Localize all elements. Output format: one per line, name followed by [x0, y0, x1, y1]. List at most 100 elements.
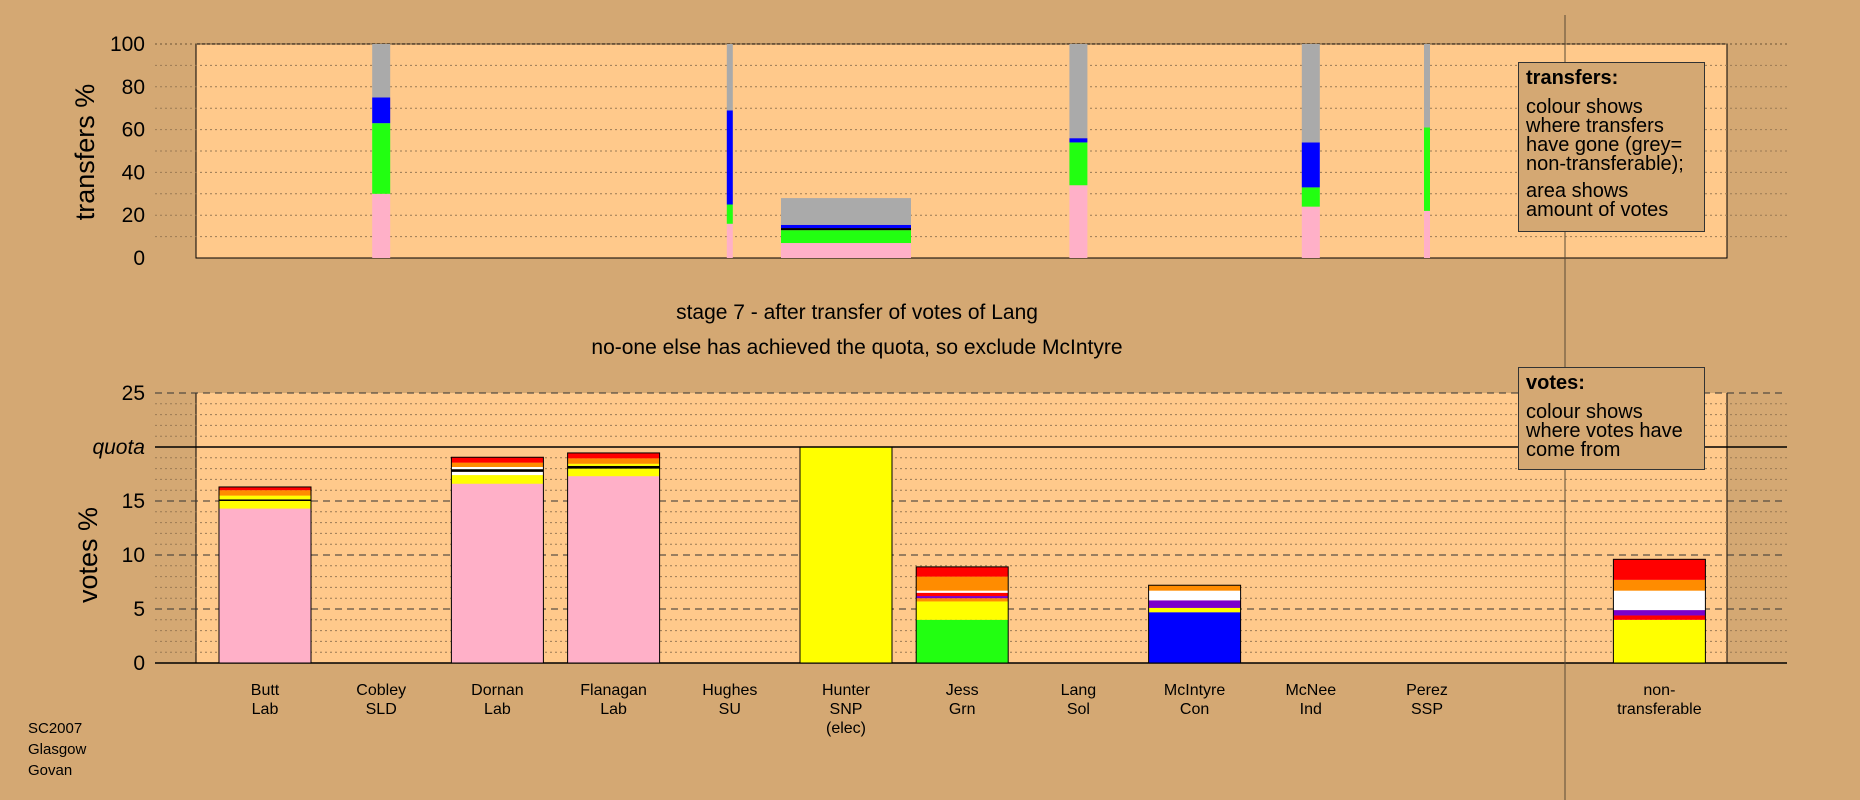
vote-segment	[451, 469, 544, 472]
candidate-name: Butt	[251, 682, 280, 699]
transfers-tick-label: 0	[133, 247, 145, 270]
candidate-party: Lab	[484, 701, 511, 718]
vote-segment	[567, 476, 660, 663]
transfers-legend: transfers: colour shows where transfers …	[1518, 62, 1705, 232]
chart-labels: stage 7 - after transfer of votes of Lan…	[70, 84, 1123, 603]
candidate-name: Jess	[946, 682, 979, 699]
transfers-tick-label: 20	[122, 204, 145, 227]
votes-tick-label: 10	[122, 544, 145, 567]
vote-segment	[567, 463, 660, 466]
transfer-segment	[781, 228, 911, 231]
transfer-segment	[1301, 44, 1320, 143]
transfer-segment	[1069, 138, 1088, 143]
candidate-party: SU	[719, 701, 741, 718]
candidate-name: Perez	[1406, 682, 1448, 699]
votes-legend-text: colour shows where votes have come from	[1526, 401, 1683, 461]
vote-segment	[1613, 610, 1706, 616]
votes-tick-label: 25	[122, 382, 145, 405]
vote-segment	[916, 596, 1009, 599]
vote-segment	[1613, 559, 1706, 580]
vote-bar-outline	[1612, 558, 1706, 664]
vote-segment	[451, 466, 544, 470]
stage-subtitle: no-one else has achieved the quota, so e…	[591, 336, 1122, 359]
vote-segment	[800, 447, 892, 663]
candidate-note: (elec)	[826, 720, 866, 737]
transfer-segment	[781, 224, 911, 229]
vote-segment	[219, 499, 311, 501]
vote-segment	[451, 462, 544, 467]
vote-segment	[1613, 590, 1706, 611]
vote-segment	[1148, 585, 1241, 591]
candidate-party: Sol	[1067, 701, 1090, 718]
transfer-segment	[1069, 142, 1088, 186]
candidate-party: SLD	[366, 701, 397, 718]
vote-segment	[451, 471, 544, 476]
vote-bar-outline	[450, 456, 544, 664]
transfer-segment	[372, 44, 391, 98]
vote-segment	[1613, 615, 1706, 620]
transfers-chart: 0 20 40 60 80 100	[110, 33, 1787, 270]
vote-segment	[219, 486, 311, 491]
transfer-segment	[1301, 142, 1320, 188]
vote-segment	[1613, 579, 1706, 591]
vote-segment	[567, 468, 660, 477]
votes-tick-label: 0	[133, 652, 145, 675]
transfer-segment	[1069, 185, 1088, 258]
transfers-tick-label: 80	[122, 76, 145, 99]
transfer-segment	[372, 97, 391, 124]
vote-segment	[916, 619, 1009, 663]
election-label: SC2007 Glasgow Govan	[28, 718, 86, 781]
vote-segment	[916, 576, 1009, 591]
votes-axis-label: votes %	[73, 507, 103, 603]
candidate-name: Dornan	[471, 682, 523, 699]
vote-segment	[1148, 607, 1241, 613]
candidate-name: Lang	[1061, 682, 1097, 699]
vote-segment	[1148, 612, 1241, 663]
candidate-party: SSP	[1411, 701, 1443, 718]
vote-segment	[1613, 619, 1706, 663]
candidate-party: Con	[1180, 701, 1209, 718]
vote-segment	[451, 483, 544, 663]
vote-segment	[567, 465, 660, 469]
candidate-party: transferable	[1617, 701, 1702, 718]
transfer-segment	[781, 243, 911, 258]
transfer-segment	[1424, 127, 1430, 211]
candidate-name: Hunter	[822, 682, 871, 699]
candidate-name: non-	[1643, 682, 1675, 699]
transfers-legend-area-text: area shows amount of votes	[1526, 180, 1669, 221]
candidate-party: Grn	[949, 701, 976, 718]
vote-bar-outline	[915, 566, 1009, 664]
transfer-segment	[726, 204, 733, 224]
ward-name: Govan	[28, 762, 73, 779]
candidate-party: SNP	[830, 701, 863, 718]
transfer-segment	[1424, 210, 1430, 258]
votes-tick-label: 15	[122, 490, 145, 513]
votes-legend-title: votes:	[1526, 372, 1585, 394]
transfer-segment	[1301, 206, 1320, 258]
vote-segment	[916, 566, 1009, 577]
transfer-segment	[781, 230, 911, 244]
council-name: Glasgow	[28, 741, 87, 758]
transfers-tick-label: 100	[110, 33, 145, 56]
transfers-legend-title: transfers:	[1526, 67, 1619, 89]
vote-segment	[916, 598, 1009, 602]
transfer-segment	[372, 123, 391, 194]
vote-segment	[451, 457, 544, 463]
vote-segment	[916, 601, 1009, 620]
transfer-segment	[726, 110, 733, 205]
vote-bar-outline	[567, 452, 661, 664]
transfers-tick-label: 40	[122, 161, 145, 184]
vote-segment	[916, 590, 1009, 593]
vote-segment	[567, 452, 660, 459]
vote-segment	[451, 475, 544, 484]
quota-label: quota	[92, 436, 145, 459]
candidate-name: McNee	[1285, 682, 1336, 699]
stage-title: stage 7 - after transfer of votes of Lan…	[676, 301, 1038, 324]
candidate-party: Lab	[600, 701, 627, 718]
transfers-legend-text: colour shows where transfers have gone (…	[1526, 96, 1684, 175]
vote-segment	[219, 495, 311, 500]
transfers-axis-label: transfers %	[70, 84, 100, 221]
vote-segment	[567, 458, 660, 464]
vote-bar-outline	[1148, 584, 1242, 664]
